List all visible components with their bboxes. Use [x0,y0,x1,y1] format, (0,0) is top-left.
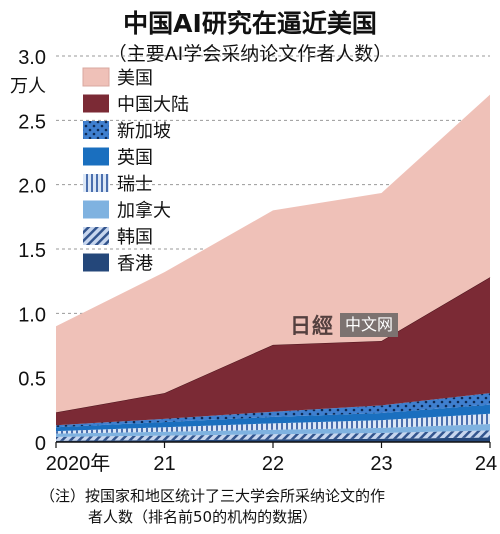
legend-swatch [83,227,109,245]
y-tick-label: 3.0 [18,47,46,69]
chart-title: 中国AI研究在逼近美国 [123,9,377,38]
legend-swatch [83,253,109,272]
area-加拿大 [56,423,490,437]
watermark-logo: 日經 中文网 [290,312,399,338]
legend-label: 韩国 [117,227,153,248]
legend-swatch [83,147,109,166]
y-tick-label: 2.5 [18,111,46,133]
x-tick-label: 2020年 [46,452,111,475]
watermark-box: 中文网 [340,313,399,337]
footnote-line-1: （注）按国家和地区统计了三大学会所采纳论文的作 [40,487,386,505]
footnote: （注）按国家和地区统计了三大学会所采纳论文的作 者人数（排名前50的机构的数据） [40,486,495,528]
area-中国大陆 [56,277,490,426]
legend-label: 中国大陆 [117,95,189,116]
legend-label: 瑞士 [117,174,153,195]
x-tick-label: 23 [370,453,392,475]
legend-label: 英国 [117,148,153,169]
x-tick-label: 21 [153,453,175,475]
footnote-line-2: 者人数（排名前50的机构的数据） [88,508,318,526]
y-unit-label: 万人 [10,76,46,97]
legend-label: 香港 [117,254,153,275]
area-瑞士 [56,413,490,434]
y-tick-label: 2.0 [18,176,46,198]
y-tick-label: 0.5 [18,369,46,391]
legend-swatch [82,67,110,87]
legend-label: 新加坡 [117,121,171,142]
legend-swatch [83,121,109,139]
legend-swatch [83,174,109,192]
y-tick-label: 1.0 [18,304,46,326]
area-新加坡 [56,393,490,428]
area-香港 [56,437,490,442]
legend-swatch [83,200,109,219]
y-tick-label: 1.5 [18,240,46,262]
watermark-mark: 日經 [290,313,334,338]
chart-subtitle: （主要AI学会采纳论文作者人数） [107,43,393,65]
legend-label: 美国 [117,68,153,89]
area-英国 [56,404,490,432]
y-tick-label: 0 [35,433,46,455]
legend-label: 加拿大 [117,200,171,222]
x-tick-label: 24 [475,453,497,475]
legend-swatch [83,94,109,113]
x-tick-label: 22 [262,453,284,475]
axis-layer: 0 0.5 1.0 1.5 2.0 2.5 3.0 万人 2020年 21 22 23 24 [10,47,497,475]
